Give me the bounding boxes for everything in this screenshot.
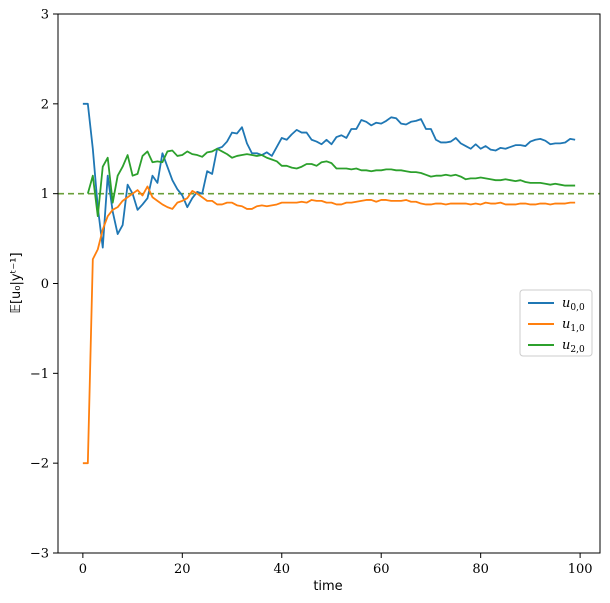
y-tick-label: 3 — [41, 8, 49, 23]
legend-label: u2,0 — [562, 338, 585, 355]
y-axis-label: 𝔼[u₀|yᵗ⁻¹] — [9, 252, 24, 313]
x-axis-label: time — [313, 579, 342, 594]
x-tick-label: 20 — [174, 562, 191, 577]
x-tick-label: 40 — [273, 562, 290, 577]
x-tick-label: 100 — [568, 562, 593, 577]
legend: u0,0 u1,0 u2,0 — [519, 289, 593, 357]
series-line-1-0 — [82, 185, 576, 465]
plot-frame — [57, 13, 601, 554]
y-tick-label: 2 — [41, 97, 49, 112]
legend-label: u0,0 — [562, 296, 585, 313]
x-tick-label: 0 — [79, 562, 87, 577]
series-line-2-0 — [86, 147, 576, 218]
series-layer — [82, 102, 576, 465]
y-tick-label: 1 — [41, 187, 49, 202]
ticks-layer: 0 20 40 60 80 100 3 2 1 0 −1 −2 −3 — [30, 8, 593, 578]
x-tick-label: 60 — [373, 562, 390, 577]
y-tick-label: −2 — [30, 457, 49, 472]
y-tick-label: −1 — [30, 367, 49, 382]
y-tick-label: 0 — [41, 277, 49, 292]
x-tick-label: 80 — [472, 562, 489, 577]
series-line-0-0 — [82, 102, 576, 249]
legend-box — [519, 289, 593, 357]
y-tick-label: −3 — [30, 547, 49, 562]
legend-label: u1,0 — [562, 317, 585, 334]
